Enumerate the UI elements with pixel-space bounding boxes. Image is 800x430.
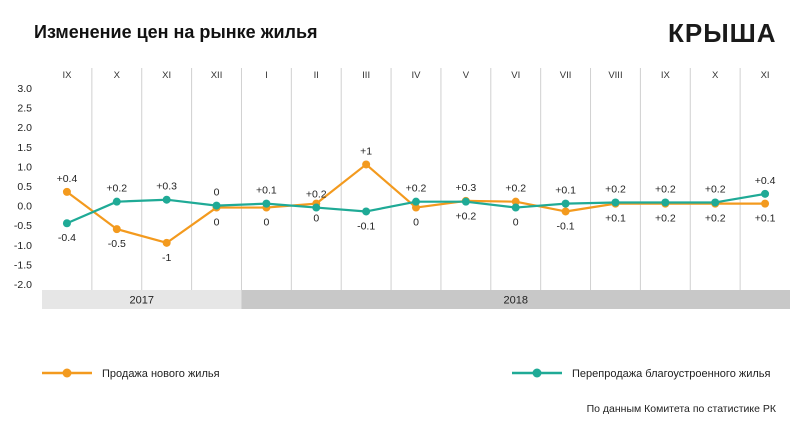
x-tick-label: II [314, 70, 319, 81]
data-label: +0.3 [455, 182, 476, 194]
data-point [362, 160, 371, 169]
legend-label-resale-housing: Перепродажа благоустроенного жилья [572, 368, 771, 380]
data-label: -0.1 [357, 220, 375, 232]
x-tick-label: VI [511, 70, 520, 81]
data-point [412, 197, 420, 206]
x-tick-label: V [463, 70, 470, 81]
y-axis-ticks: 3.0 2.5 2.0 1.5 1.0 0.5 0.0 -0.5 -1.0 -1.5 -2.0 [14, 83, 32, 291]
data-label: +0.4 [57, 173, 78, 185]
data-point [112, 197, 121, 206]
data-point [362, 207, 371, 216]
data-label: -0.1 [557, 220, 575, 232]
y-tick-label: 3.0 [17, 83, 32, 95]
data-point [511, 203, 520, 212]
data-point [412, 203, 420, 212]
data-label: +0.1 [605, 213, 626, 225]
year-label: 2018 [503, 295, 527, 307]
data-point [661, 198, 670, 207]
year-label: 2017 [129, 295, 153, 307]
data-label: +0.2 [505, 183, 526, 195]
x-axis-month-labels: IX X XI XII I II III IV V VI VII VIII IX X XI [62, 70, 769, 81]
y-tick-label: 1.5 [17, 142, 32, 154]
x-tick-label: IV [412, 70, 422, 81]
year-band: 2017 2018 [42, 290, 790, 309]
data-point [212, 201, 221, 210]
data-point [62, 187, 71, 196]
data-point [461, 197, 470, 206]
data-point [162, 195, 171, 204]
x-tick-label: VII [560, 70, 572, 81]
data-point [312, 203, 321, 212]
x-tick-label: III [362, 70, 370, 81]
legend-marker-new-housing [62, 368, 72, 378]
y-tick-label: 0.5 [17, 181, 32, 193]
year-band-segment [241, 290, 790, 309]
data-point [112, 225, 121, 234]
data-label: +0.2 [705, 213, 726, 225]
data-label: 0 [214, 217, 220, 229]
y-tick-label: 0.0 [17, 201, 32, 213]
data-point [561, 199, 570, 208]
data-label: +0.2 [655, 213, 676, 225]
data-point [511, 197, 520, 206]
y-tick-label: -1.0 [14, 240, 32, 252]
series-points [62, 160, 770, 247]
x-tick-label: IX [661, 70, 671, 81]
data-label: +0.1 [256, 185, 277, 197]
x-tick-label: XI [162, 70, 171, 81]
x-tick-label: X [114, 70, 121, 81]
y-tick-label: 2.5 [17, 103, 32, 115]
y-tick-label: 2.0 [17, 122, 32, 134]
data-label: +0.2 [455, 211, 476, 223]
data-point [761, 189, 770, 198]
data-label: 0 [313, 213, 319, 225]
data-point [761, 199, 770, 208]
data-label: 0 [263, 217, 269, 229]
data-label: +0.1 [755, 213, 776, 225]
year-band-segment [42, 290, 242, 309]
data-point [711, 198, 720, 207]
data-label: +0.3 [156, 181, 177, 193]
data-label: +0.1 [555, 185, 576, 197]
data-label: +0.4 [755, 175, 776, 187]
data-point [162, 238, 171, 247]
data-label: 0 [513, 217, 519, 229]
y-tick-label: -1.5 [14, 259, 32, 271]
data-label: +0.2 [306, 189, 327, 201]
y-tick-label: -0.5 [14, 220, 32, 232]
data-point [561, 207, 570, 216]
data-label: 0 [413, 217, 419, 229]
data-label: +0.2 [655, 183, 676, 195]
legend-label-new-housing: Продажа нового жилья [102, 368, 220, 380]
x-tick-label: X [712, 70, 719, 81]
source-note: По данным Комитета по статистике РК [586, 403, 776, 415]
x-tick-label: I [265, 70, 268, 81]
data-point [62, 219, 71, 228]
data-label: +0.2 [705, 183, 726, 195]
brand-logo: КРЫША [668, 18, 777, 48]
data-label: -0.4 [58, 232, 76, 244]
data-label: -1 [162, 252, 171, 264]
chart-title: Изменение цен на рынке жилья [34, 22, 318, 42]
x-tick-label: VIII [608, 70, 622, 81]
x-tick-label: XII [211, 70, 223, 81]
data-label: +0.2 [406, 183, 427, 195]
legend-marker-resale-housing [532, 368, 542, 378]
data-labels: +0.4 -0.5 -1 0 0 0 +1 0 +0.3 +0.2 -0.1 +0.1 +0.2 +0.2… [57, 145, 776, 263]
vertical-gridlines [91, 68, 741, 292]
data-label: +1 [360, 145, 372, 157]
x-tick-label: XI [761, 70, 770, 81]
y-tick-label: 1.0 [17, 161, 32, 173]
data-point [262, 199, 271, 208]
legend: Продажа нового жилья Перепродажа благоус… [42, 368, 771, 380]
x-tick-label: IX [62, 70, 72, 81]
data-label: +0.2 [106, 183, 127, 195]
data-label: +0.2 [605, 183, 626, 195]
data-label: 0 [214, 187, 220, 199]
data-label: -0.5 [108, 238, 126, 250]
y-tick-label: -2.0 [14, 279, 32, 291]
data-point [611, 198, 620, 207]
